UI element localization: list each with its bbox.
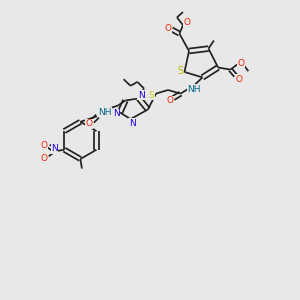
- Text: N: N: [51, 144, 58, 153]
- Text: S: S: [177, 65, 183, 76]
- Text: N: N: [113, 110, 120, 118]
- Text: O: O: [166, 96, 173, 105]
- Text: NH: NH: [98, 108, 112, 117]
- Text: O: O: [238, 59, 245, 68]
- Text: NH: NH: [187, 85, 201, 94]
- Text: O: O: [235, 75, 242, 84]
- Text: O: O: [164, 24, 172, 33]
- Text: S: S: [148, 91, 154, 100]
- Text: O: O: [85, 119, 92, 128]
- Text: N: N: [138, 91, 145, 100]
- Text: O: O: [40, 141, 47, 150]
- Text: N: N: [129, 118, 135, 127]
- Text: O: O: [184, 18, 191, 27]
- Text: O: O: [40, 154, 47, 163]
